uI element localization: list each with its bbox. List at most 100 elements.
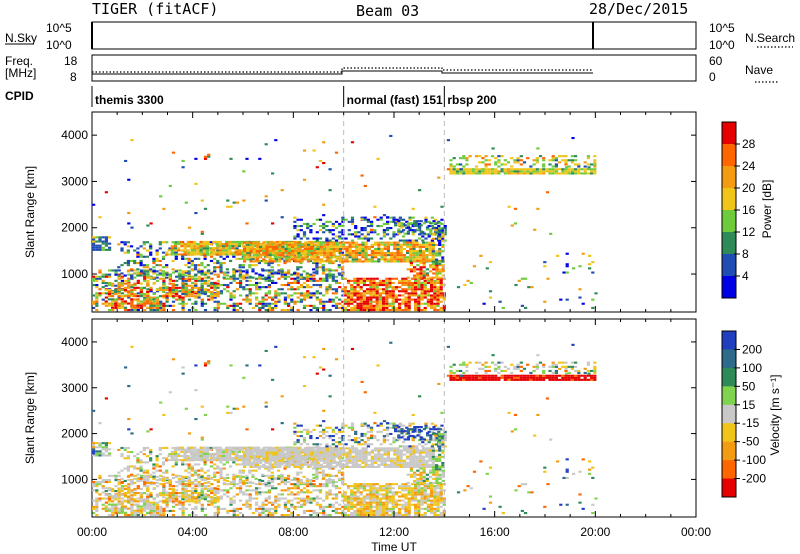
echo-cell xyxy=(232,294,236,297)
echo-cell xyxy=(114,302,118,305)
echo-cell xyxy=(136,306,140,309)
echo-cell xyxy=(127,295,131,298)
echo-cell xyxy=(257,467,261,470)
echo-cell xyxy=(329,245,333,248)
echo-cell xyxy=(423,277,427,280)
echo-cell xyxy=(245,298,249,301)
echo-cell xyxy=(218,247,222,250)
echo-cell xyxy=(325,497,329,500)
echo-cell xyxy=(418,222,422,225)
echo-cell xyxy=(401,277,405,280)
echo-cell xyxy=(174,494,179,497)
echo-cell xyxy=(152,481,156,484)
echo-cell xyxy=(465,163,469,166)
echo-cell xyxy=(95,489,99,492)
echo-cell xyxy=(430,239,434,242)
echo-cell xyxy=(187,494,191,497)
echo-cell xyxy=(234,245,238,248)
echo-cell xyxy=(181,304,185,307)
echo-cell xyxy=(235,288,239,291)
echo-cell xyxy=(316,252,320,255)
echo-cell xyxy=(519,168,523,171)
echo-cell xyxy=(441,227,445,230)
echo-cell xyxy=(146,487,150,490)
echo-cell xyxy=(264,286,268,289)
echo-cell xyxy=(216,290,220,293)
echo-cell xyxy=(574,155,578,158)
echo-cell xyxy=(293,302,297,305)
echo-cell xyxy=(312,237,316,240)
echo-cell xyxy=(369,306,373,309)
echo-cell xyxy=(414,309,418,312)
echo-cell xyxy=(290,309,294,312)
echo-cell xyxy=(123,500,127,503)
echo-cell xyxy=(312,294,316,297)
echo-cell xyxy=(561,172,565,175)
echo-cell xyxy=(194,514,198,517)
echo-cell xyxy=(350,216,355,219)
echo-cell xyxy=(354,241,359,244)
echo-cell xyxy=(414,298,418,301)
echo-cell xyxy=(341,229,345,232)
echo-cell xyxy=(152,259,156,262)
echo-cell xyxy=(519,170,523,173)
echo-cell xyxy=(593,159,597,162)
echo-cell xyxy=(374,250,378,253)
echo-cell xyxy=(434,260,439,263)
echo-cell xyxy=(425,254,429,257)
echo-cell xyxy=(146,306,150,309)
echo-cell xyxy=(362,298,366,301)
echo-cell xyxy=(143,501,147,504)
echo-cell xyxy=(399,252,403,255)
echo-cell xyxy=(210,277,214,280)
echo-cell xyxy=(181,461,185,464)
echo-cell xyxy=(136,511,140,514)
echo-cell xyxy=(219,284,223,287)
echo-cell xyxy=(372,306,376,309)
echo-cell xyxy=(350,279,354,282)
echo-cell xyxy=(264,199,268,202)
echo-cell xyxy=(184,277,188,280)
echo-cell xyxy=(407,288,411,291)
echo-cell xyxy=(404,279,408,282)
echo-cell xyxy=(175,503,179,506)
echo-cell xyxy=(136,300,140,303)
echo-cell xyxy=(290,505,294,508)
echo-cell xyxy=(346,309,351,312)
echo-cell xyxy=(385,309,389,312)
echo-cell xyxy=(296,266,300,269)
echo-cell xyxy=(385,286,389,289)
echo-cell xyxy=(554,168,558,171)
echo-cell xyxy=(232,477,236,480)
echo-cell xyxy=(191,507,195,510)
echo-cell xyxy=(305,274,309,277)
echo-cell xyxy=(386,245,390,248)
echo-cell xyxy=(264,276,268,279)
echo-cell xyxy=(378,296,382,299)
echo-cell xyxy=(210,483,214,486)
echo-cell xyxy=(149,483,153,486)
echo-cell xyxy=(436,292,440,295)
echo-cell xyxy=(358,252,362,255)
echo-cell xyxy=(186,245,190,248)
echo-cell xyxy=(95,491,99,494)
echo-cell xyxy=(522,170,527,173)
echo-cell xyxy=(264,143,268,146)
echo-cell xyxy=(290,254,295,257)
echo-cell xyxy=(436,294,440,297)
echo-cell xyxy=(104,284,108,287)
echo-cell xyxy=(385,288,389,291)
echo-cell xyxy=(245,157,249,160)
echo-cell xyxy=(200,487,204,490)
echo-cell xyxy=(203,496,207,499)
echo-cell xyxy=(243,256,247,259)
echo-cell xyxy=(203,494,207,497)
echo-cell xyxy=(565,271,569,274)
echo-cell xyxy=(503,172,507,175)
echo-cell xyxy=(216,306,220,309)
echo-cell xyxy=(383,254,387,257)
echo-cell xyxy=(366,288,370,291)
echo-cell xyxy=(130,465,134,468)
echo-cell xyxy=(422,259,426,262)
echo-cell xyxy=(309,225,313,228)
